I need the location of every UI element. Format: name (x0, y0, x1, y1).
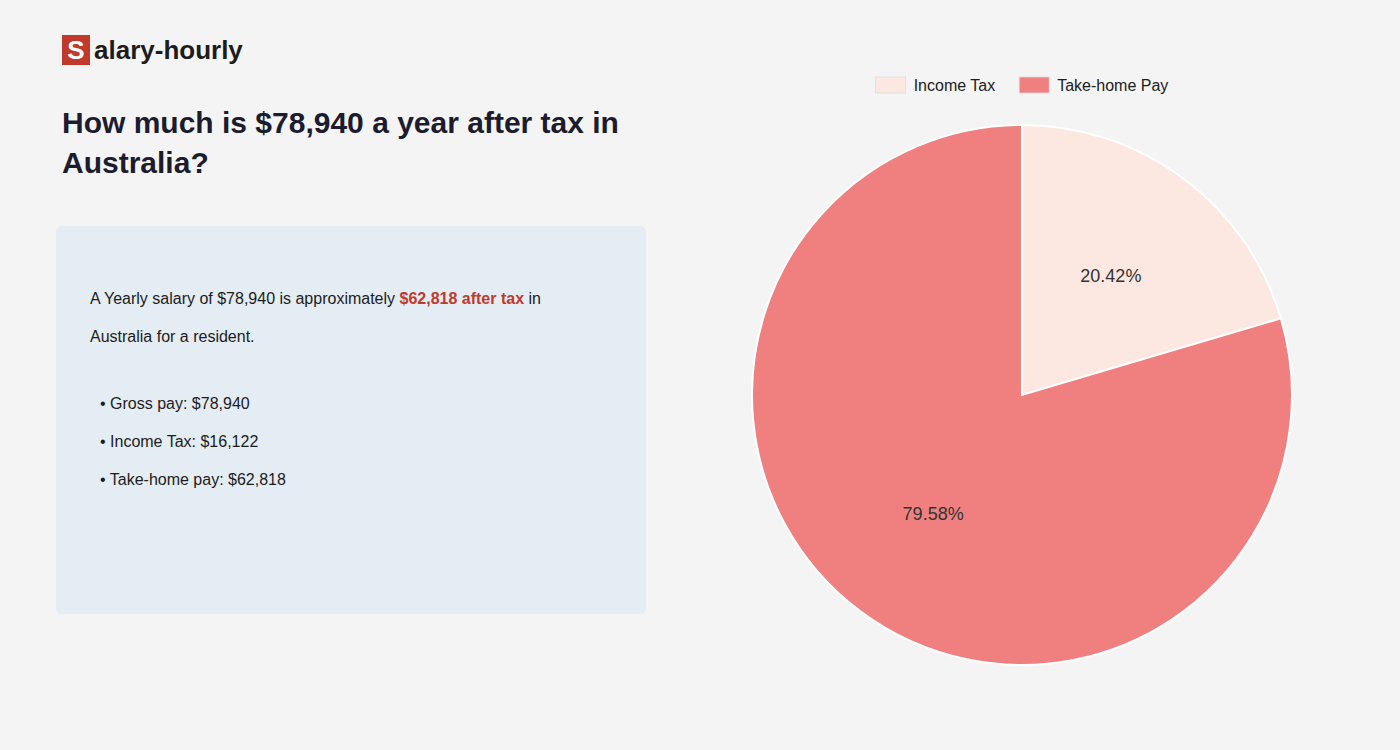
annotation-line: Australia for a resident. (90, 328, 255, 345)
annotation-line: A Yearly salary of $78,940 is approximat… (90, 290, 541, 307)
legend-item: Income Tax (876, 77, 996, 94)
logo: Salary-hourly (62, 35, 243, 65)
bullet: • Take-home pay: $62,818 (100, 471, 286, 488)
pie (752, 125, 1292, 665)
logo-box (62, 35, 90, 65)
background (0, 0, 1400, 750)
chart: Salary-hourly How much is $78,940 a year … (0, 0, 1400, 750)
info-box-background (56, 226, 646, 614)
legend-swatch (876, 77, 906, 93)
info-box: A Yearly salary of $78,940 is approximat… (56, 226, 646, 614)
annotation-text: Australia for a resident. (90, 328, 255, 345)
legend-label: Take-home Pay (1057, 77, 1168, 94)
legend-swatch (1019, 77, 1049, 93)
bullet: • Income Tax: $16,122 (100, 433, 258, 450)
title: Australia? (62, 146, 209, 179)
highlight: $62,818 after tax (400, 290, 525, 307)
data-label: 79.58% (903, 504, 964, 524)
annotation-text: A Yearly salary of $78,940 is approximat… (90, 290, 400, 307)
bullet: • Gross pay: $78,940 (100, 395, 250, 412)
legend-item: Take-home Pay (1019, 77, 1168, 94)
data-labels: 20.42% 79.58% (903, 266, 1142, 524)
logo-letter: S (67, 35, 84, 65)
logo-text: alary-hourly (94, 35, 243, 65)
data-label: 20.42% (1080, 266, 1141, 286)
legend-label: Income Tax (914, 77, 996, 94)
legend: Income Tax Take-home Pay (876, 77, 1169, 94)
annotation-text: in (524, 290, 541, 307)
pie-slice (752, 125, 1292, 665)
title: How much is $78,940 a year after tax in (62, 106, 619, 139)
